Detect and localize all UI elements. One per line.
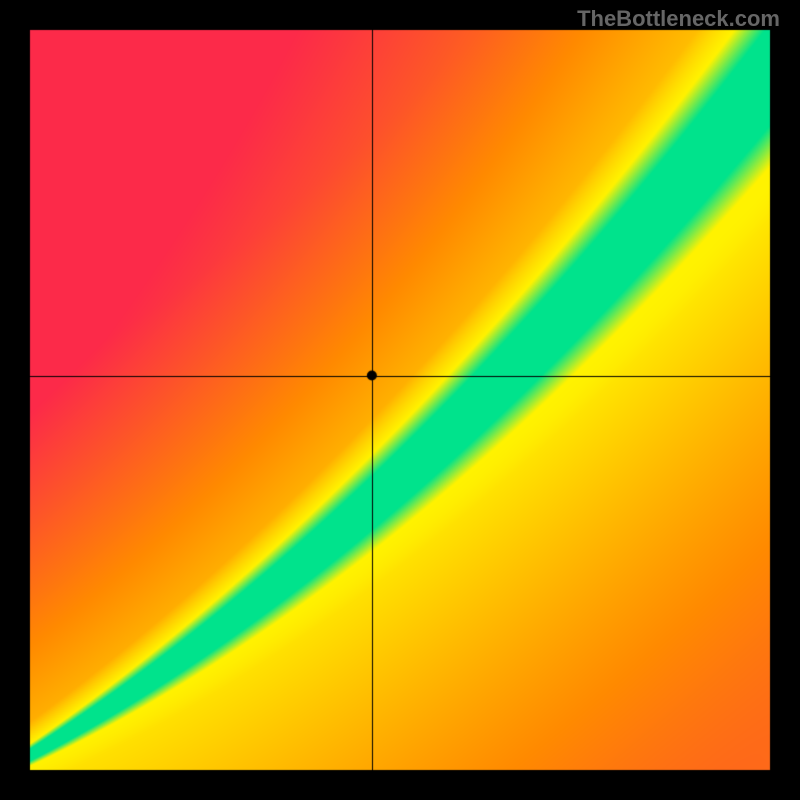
bottleneck-heatmap: [0, 0, 800, 800]
watermark-text: TheBottleneck.com: [577, 6, 780, 32]
